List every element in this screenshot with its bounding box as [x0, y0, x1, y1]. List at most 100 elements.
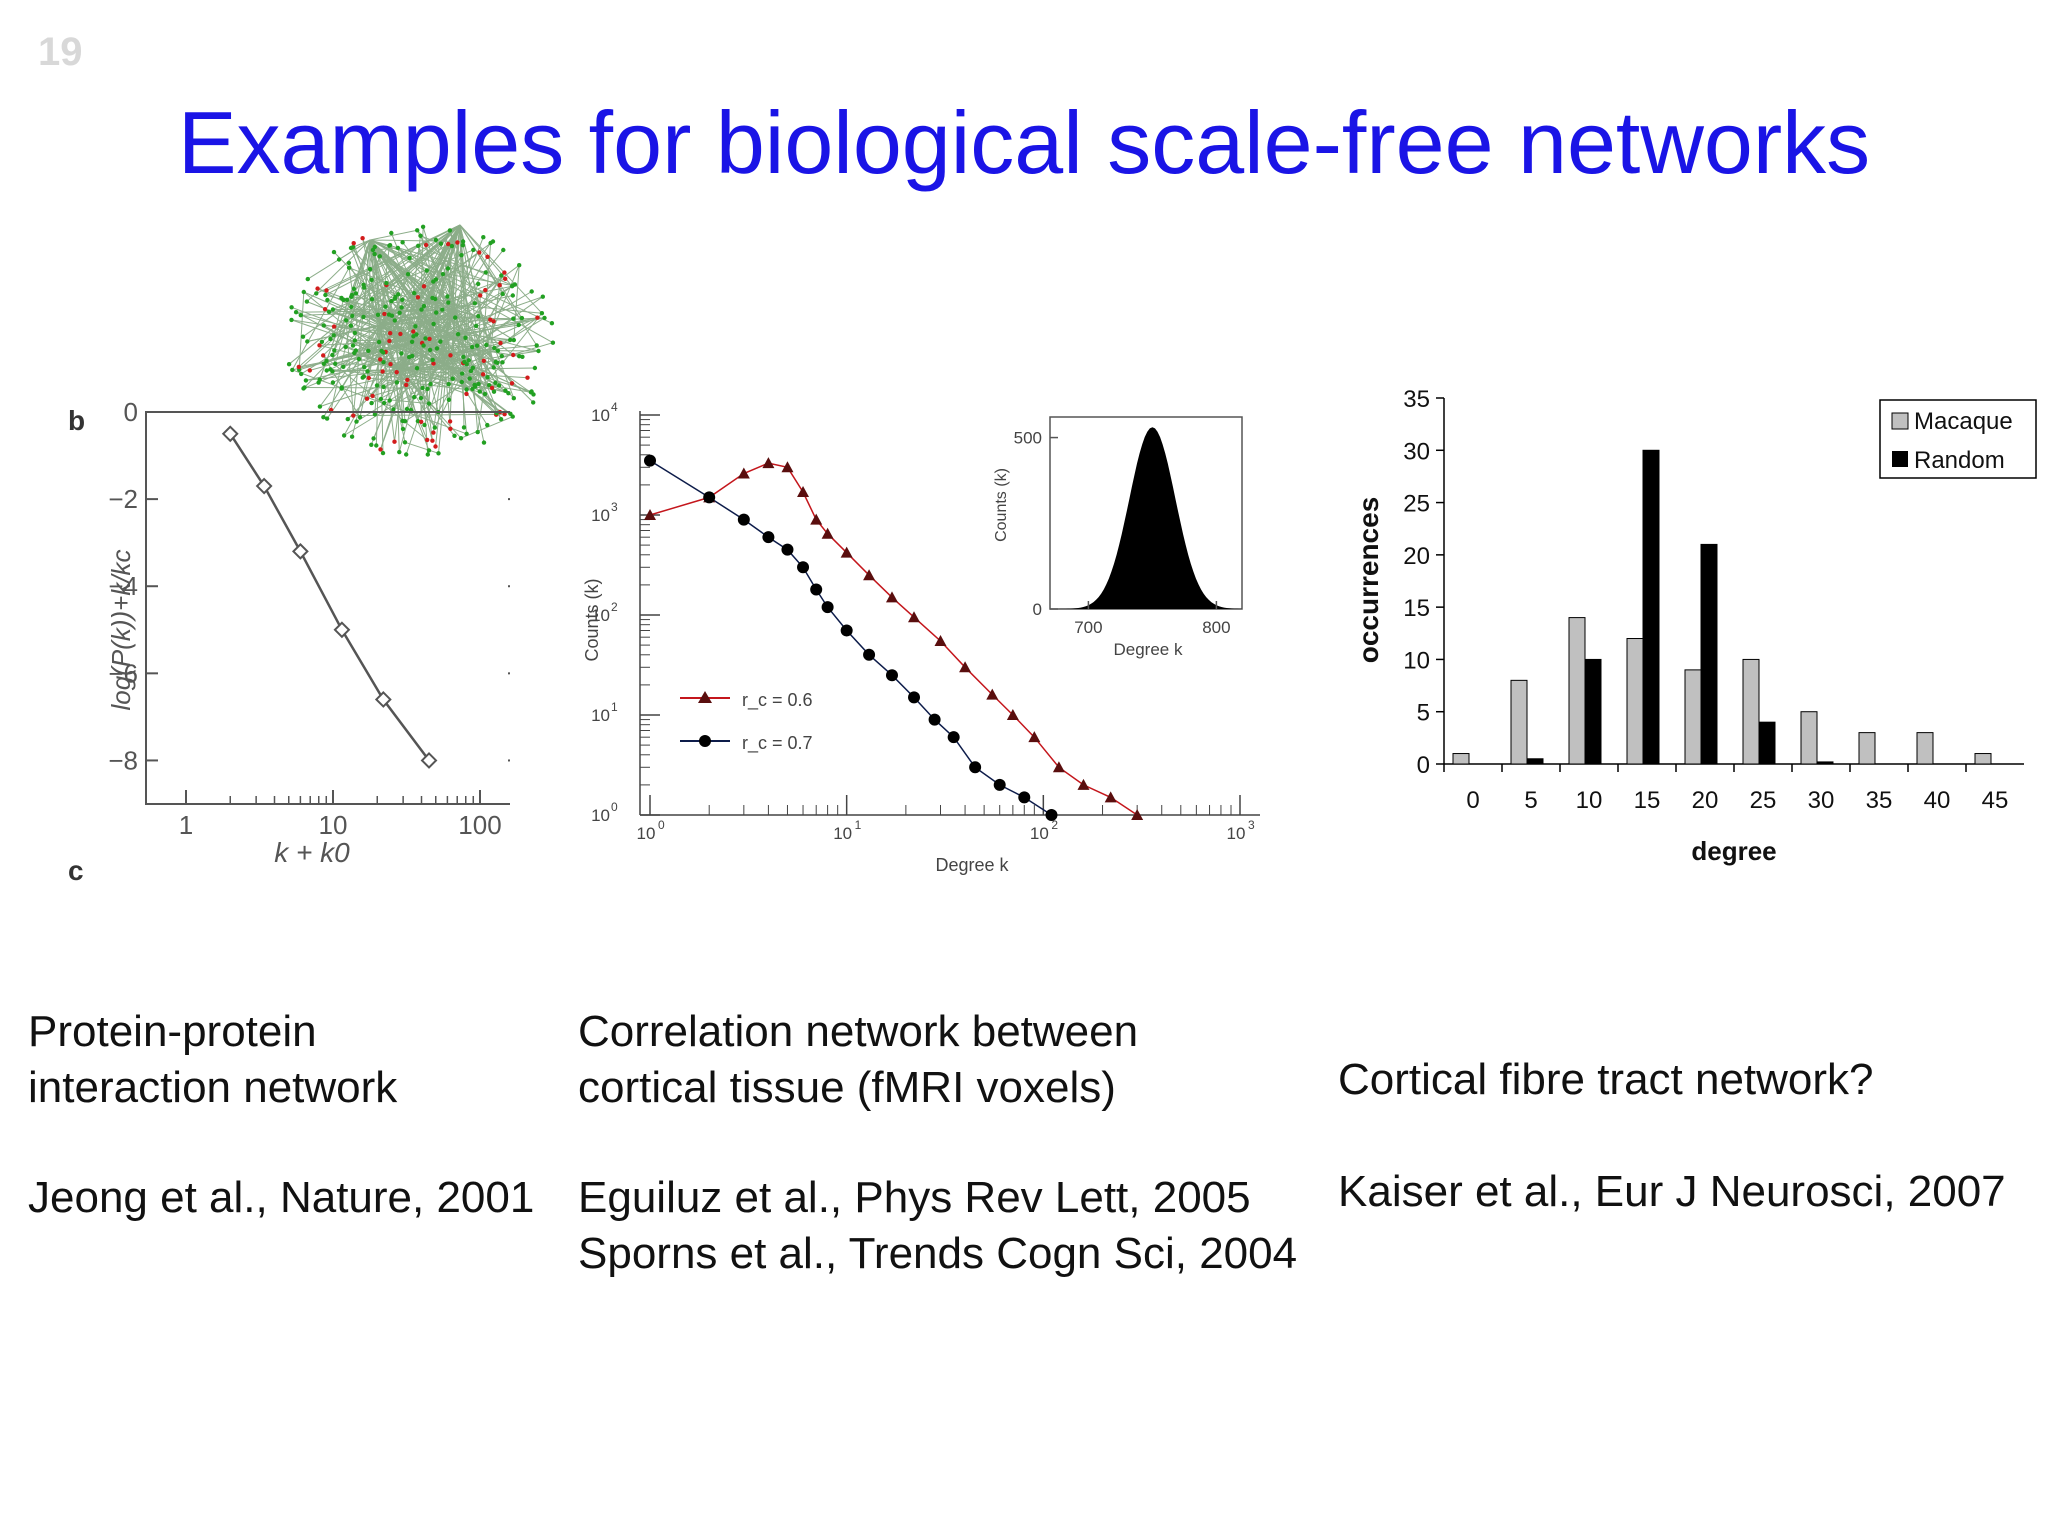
network-node — [519, 315, 525, 321]
data-point-rc07 — [821, 601, 834, 614]
network-node — [430, 438, 435, 443]
caption-fmri-line2: cortical tissue (fMRI voxels) — [578, 1063, 1116, 1112]
network-node — [436, 451, 441, 456]
network-node — [371, 436, 376, 441]
bar-macaque — [1974, 753, 1992, 765]
network-edge — [348, 267, 365, 377]
network-node — [446, 382, 451, 387]
network-node — [460, 243, 465, 248]
data-point — [255, 477, 273, 495]
network-edge — [454, 256, 488, 311]
network-edge — [304, 387, 423, 389]
network-node — [549, 321, 555, 326]
network-node — [415, 295, 421, 300]
network-node — [445, 266, 451, 271]
network-node — [366, 375, 371, 381]
network-edge — [419, 339, 422, 422]
network-node — [535, 315, 540, 320]
network-node — [539, 311, 545, 316]
network-node — [421, 343, 426, 348]
series-rc07-line — [649, 459, 1052, 816]
network-node — [324, 288, 329, 293]
network-node — [317, 404, 323, 409]
data-point-rc06 — [1006, 709, 1019, 720]
network-node — [366, 348, 371, 353]
network-node — [431, 430, 436, 435]
network-edge — [341, 364, 446, 388]
network-node — [412, 394, 417, 400]
network-node — [447, 228, 453, 233]
caption-fmri: Correlation network between cortical tis… — [578, 1004, 1138, 1116]
network-node — [404, 452, 409, 457]
network-node — [400, 297, 405, 302]
network-node — [481, 440, 487, 445]
bar-random — [1700, 543, 1718, 765]
x-tick-label: 10 — [637, 824, 656, 843]
inset-y-tick-label: 0 — [1033, 600, 1042, 619]
network-edge — [322, 355, 428, 441]
network-node — [468, 368, 474, 374]
data-point-rc07 — [1018, 791, 1031, 804]
network-node — [501, 247, 506, 253]
legend-macaque-swatch — [1891, 412, 1909, 430]
data-point-rc07 — [781, 543, 794, 556]
network-node — [341, 433, 347, 438]
network-node — [386, 312, 392, 317]
network-node — [389, 298, 394, 304]
x-tick-label: 25 — [1750, 787, 1777, 814]
network-edge — [322, 224, 461, 356]
network-node — [433, 237, 439, 243]
data-point-rc07 — [810, 583, 823, 596]
network-node — [305, 339, 310, 344]
y-tick-label: 10 — [591, 806, 610, 825]
network-node — [485, 422, 490, 428]
network-node — [321, 415, 326, 420]
data-point-rc07 — [737, 513, 750, 526]
network-node — [330, 380, 336, 385]
network-edge — [419, 339, 520, 357]
network-node — [388, 362, 393, 367]
network-node — [440, 272, 446, 277]
network-node — [464, 391, 469, 397]
network-node — [450, 376, 455, 381]
network-node — [357, 415, 363, 420]
network-node — [348, 245, 354, 251]
network-node — [497, 283, 502, 288]
data-point-rc06 — [762, 457, 775, 469]
data-point-rc07 — [993, 778, 1006, 791]
network-edge — [369, 239, 553, 324]
x-tick-exponent: 2 — [1051, 818, 1058, 832]
y-tick-exponent: 4 — [611, 400, 618, 414]
y-tick-exponent: 2 — [611, 600, 618, 614]
y-tick-label: 35 — [1403, 386, 1430, 413]
network-node — [531, 400, 536, 405]
network-edge — [333, 299, 344, 336]
network-node — [534, 343, 539, 348]
data-point-rc06 — [797, 485, 810, 497]
network-node — [372, 251, 377, 257]
network-edge — [306, 239, 371, 302]
network-edge — [399, 333, 459, 371]
network-node — [438, 241, 444, 246]
inset-x-tick-label: 800 — [1202, 618, 1230, 637]
network-node — [525, 375, 530, 380]
network-node — [339, 295, 344, 301]
network-node — [304, 299, 310, 304]
network-node — [381, 350, 386, 355]
bar-macaque — [1626, 638, 1644, 765]
network-edge — [369, 229, 418, 241]
network-node — [391, 407, 396, 412]
data-point-rc07 — [908, 691, 921, 704]
network-node — [421, 303, 427, 309]
network-node — [423, 242, 429, 248]
network-node — [474, 323, 479, 329]
network-node — [493, 359, 498, 365]
data-point-rc06 — [863, 569, 876, 581]
network-node — [431, 321, 436, 327]
network-edge — [343, 361, 465, 436]
network-node — [376, 339, 382, 345]
inset-x-axis-label: Degree k — [1114, 640, 1183, 659]
legend-rc07-label: r_c = 0.7 — [742, 733, 813, 754]
network-node — [511, 316, 516, 321]
reference-fmri-2: Sporns et al., Trends Cogn Sci, 2004 — [578, 1229, 1298, 1278]
